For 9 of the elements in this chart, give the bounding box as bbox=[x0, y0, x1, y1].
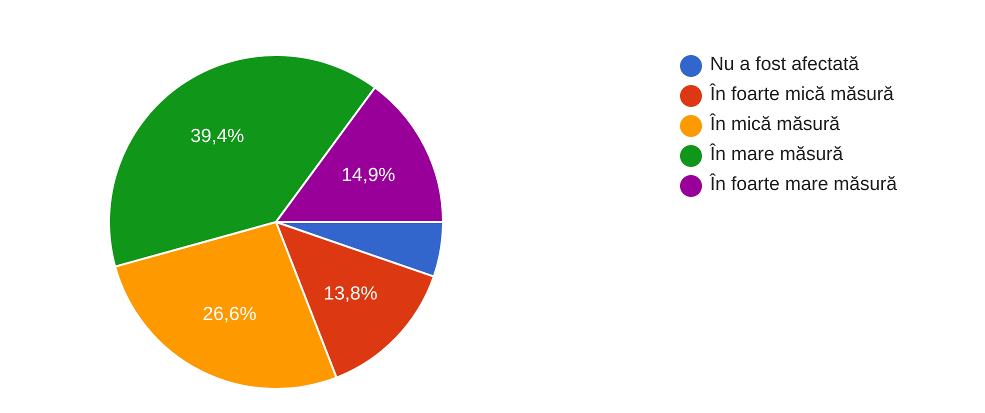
data-label: 26,6% bbox=[202, 304, 257, 326]
legend-label: În mare măsură bbox=[710, 144, 844, 165]
legend-label: În foarte mare măsură bbox=[710, 174, 897, 195]
legend-label: În foarte mică măsură bbox=[710, 84, 894, 105]
legend-label: Nu a fost afectată bbox=[710, 54, 859, 75]
legend-label: În mică măsură bbox=[710, 114, 840, 135]
data-label: 39,4% bbox=[190, 126, 244, 148]
data-label: 13,8% bbox=[324, 283, 378, 304]
data-label: 14,9% bbox=[341, 164, 396, 186]
